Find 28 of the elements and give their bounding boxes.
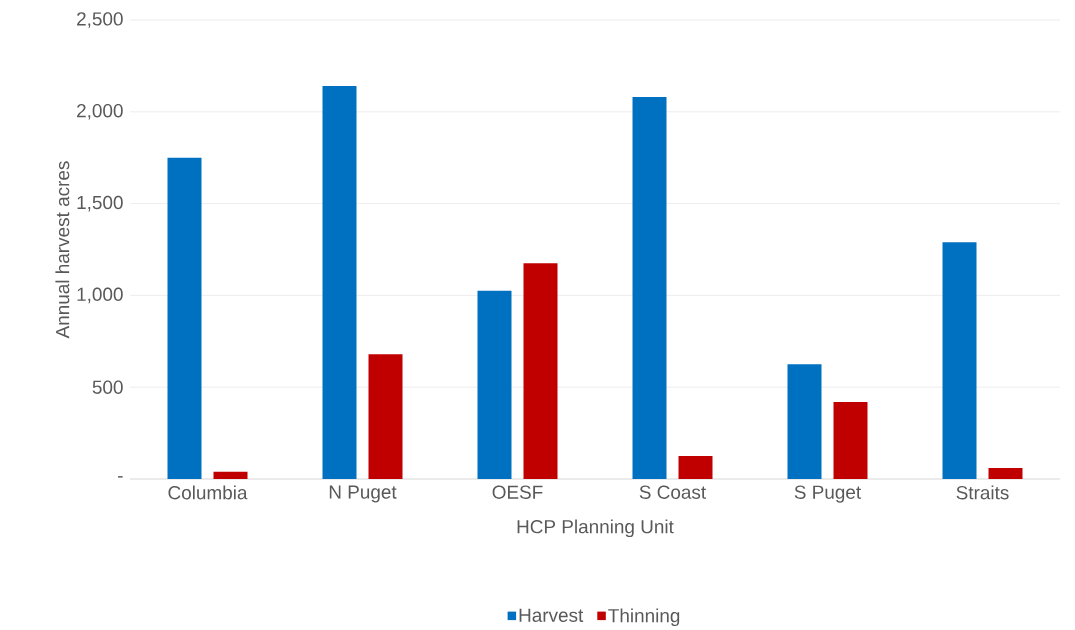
y-tick-label: 1,500: [77, 195, 123, 212]
y-axis-title: Annual harvest acres: [55, 161, 70, 339]
x-tick-label: S Coast: [639, 485, 707, 499]
legend-label: Thinning: [608, 608, 680, 627]
y-tick-label: 500: [92, 380, 123, 394]
bar: [368, 354, 403, 479]
x-axis-title: HCP Planning Unit: [517, 519, 674, 538]
x-tick-label: Straits: [956, 485, 1009, 500]
bar: [942, 242, 977, 479]
x-tick-label: S Puget: [794, 485, 862, 503]
x-tick-label: Columbia: [168, 485, 248, 500]
legend-label: Harvest: [519, 608, 584, 622]
x-tick-label: OESF: [492, 485, 543, 499]
bar: [477, 290, 512, 479]
bar: [988, 467, 1023, 479]
bar: [833, 401, 868, 479]
y-tick-label: 1,000: [77, 287, 123, 304]
bar: [167, 157, 202, 479]
y-tick-label: -: [118, 476, 123, 478]
bar: [632, 97, 667, 479]
bar: [678, 456, 713, 479]
bar: [322, 86, 357, 479]
x-tick-label: N Puget: [329, 485, 397, 503]
bar: [523, 263, 558, 479]
bar: [213, 471, 248, 479]
y-tick-label: 2,000: [77, 103, 123, 120]
bar: [787, 364, 822, 479]
y-tick-label: 2,500: [77, 12, 123, 28]
